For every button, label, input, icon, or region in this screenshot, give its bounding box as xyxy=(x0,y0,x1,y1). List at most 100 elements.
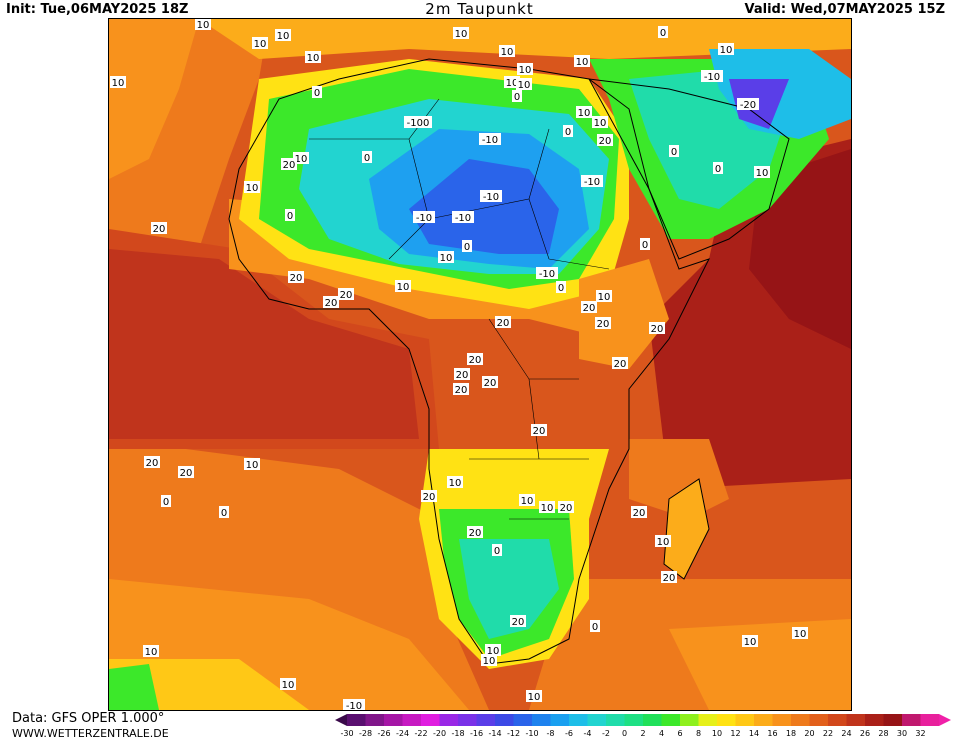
legend-swatch xyxy=(772,714,791,726)
contour-label-text: 20 xyxy=(423,492,436,503)
contour-label-box xyxy=(576,106,592,118)
contour-label: 10 xyxy=(485,644,501,657)
legend-swatch xyxy=(513,714,532,726)
contour-label-text: 0 xyxy=(565,127,571,138)
contour-label-text: 20 xyxy=(469,355,482,366)
contour-label-box xyxy=(178,466,194,478)
legend-tick-label: 12 xyxy=(730,729,741,738)
legend-swatch xyxy=(754,714,773,726)
contour-label-text: 10 xyxy=(254,39,267,50)
legend-swatch xyxy=(476,714,495,726)
dewpoint-map: 10 10 10 10 10 10 10 10 0 10 -10 -20 10 0 10 10 0 10 -100 0… xyxy=(108,18,852,711)
contour-label: 20 xyxy=(178,466,194,479)
contour-label-box xyxy=(563,125,573,137)
contour-label-text: 20 xyxy=(663,573,676,584)
contour-label-box xyxy=(640,238,650,250)
sahara-deep-blue-field xyxy=(409,159,559,254)
legend-swatch xyxy=(402,714,421,726)
contour-label: 10 xyxy=(792,627,808,640)
legend-swatch xyxy=(791,714,810,726)
contour-label-text: -100 xyxy=(407,118,430,129)
contour-label: 0 xyxy=(563,125,573,138)
contour-label: 10 xyxy=(517,63,533,76)
contour-label: 10 xyxy=(576,106,592,119)
contour-label-box xyxy=(467,353,483,365)
contour-label: 0 xyxy=(590,620,600,633)
contour-label-box xyxy=(480,190,502,202)
contour-label-box xyxy=(285,209,295,221)
legend-tick-label: 8 xyxy=(695,729,702,738)
madagascar-coastline xyxy=(663,478,710,580)
contour-label-text: 0 xyxy=(514,92,520,103)
contour-label: 20 xyxy=(631,506,647,519)
contour-label-box xyxy=(649,322,665,334)
legend-tick-label: 22 xyxy=(822,729,834,738)
contour-label-text: 20 xyxy=(325,298,338,309)
contour-label-box xyxy=(343,699,365,710)
legend-swatch xyxy=(532,714,551,726)
legend-swatch xyxy=(865,714,884,726)
contour-label-text: 10 xyxy=(598,292,611,303)
contour-label-text: 10 xyxy=(518,80,531,91)
contour-label-text: 10 xyxy=(794,629,807,640)
contour-label-box xyxy=(144,456,160,468)
contour-label-text: 20 xyxy=(512,617,525,628)
contour-label-text: 10 xyxy=(756,168,769,179)
contour-label: 10 xyxy=(655,535,671,548)
contour-label-text: 0 xyxy=(671,147,677,158)
contour-label-text: 10 xyxy=(576,57,589,68)
contour-label: 0 xyxy=(285,209,295,222)
mozambique-field xyxy=(629,439,729,519)
legend-swatch xyxy=(883,714,902,726)
contour-label: 10 xyxy=(499,45,515,58)
contour-label-box xyxy=(305,51,321,63)
contour-label: 0 xyxy=(462,240,472,253)
contour-label-text: 0 xyxy=(464,242,470,253)
contour-label: 20 xyxy=(338,288,354,301)
legend-swatch xyxy=(384,714,403,726)
contour-label-text: 0 xyxy=(558,283,564,294)
legend-tick-label: -10 xyxy=(525,729,539,738)
legend-swatch xyxy=(846,714,865,726)
contour-label-box xyxy=(244,458,260,470)
contour-label: 10 xyxy=(526,690,542,703)
contour-label: 10 xyxy=(143,645,159,658)
contour-label: 10 xyxy=(742,635,758,648)
contour-label: 0 xyxy=(492,544,502,557)
contour-label: 20 xyxy=(454,368,470,381)
contour-label-text: 20 xyxy=(633,508,646,519)
contour-label-text: 20 xyxy=(533,426,546,437)
contour-label-text: 0 xyxy=(364,153,370,164)
contour-label: 0 xyxy=(362,151,372,164)
contour-label-text: 10 xyxy=(578,108,591,119)
contour-label-box xyxy=(512,90,522,102)
legend-tick-label: 26 xyxy=(859,729,871,738)
legend-swatch xyxy=(698,714,717,726)
contour-label: -10 xyxy=(343,699,365,710)
contour-label-box xyxy=(655,535,671,547)
contour-label: -100 xyxy=(404,116,432,129)
contour-label-box xyxy=(495,316,511,328)
legend-tick-label: -24 xyxy=(395,729,410,738)
contour-label-text: 20 xyxy=(484,378,497,389)
legend-swatch xyxy=(439,714,458,726)
contour-label-box xyxy=(556,281,566,293)
contour-label-box xyxy=(454,368,470,380)
contour-label-text: -10 xyxy=(482,135,498,146)
contour-label: 10 xyxy=(718,43,734,56)
contour-label: 10 xyxy=(252,37,268,50)
contour-label: 20 xyxy=(151,222,167,235)
legend-swatch xyxy=(624,714,643,726)
contour-label-box xyxy=(539,501,555,513)
legend-tick-label: -30 xyxy=(340,729,354,738)
contour-label: -10 xyxy=(480,190,502,203)
contour-label-text: -10 xyxy=(483,192,499,203)
legend-tick-label: -22 xyxy=(414,729,428,738)
legend-swatch xyxy=(569,714,588,726)
contour-label-box xyxy=(110,76,126,88)
contour-label: 10 xyxy=(519,494,535,507)
legend-tick-label: 20 xyxy=(804,729,815,738)
contour-label-text: 10 xyxy=(197,20,210,31)
contour-label-text: 10 xyxy=(145,647,158,658)
legend-tick-label: 10 xyxy=(711,729,723,738)
